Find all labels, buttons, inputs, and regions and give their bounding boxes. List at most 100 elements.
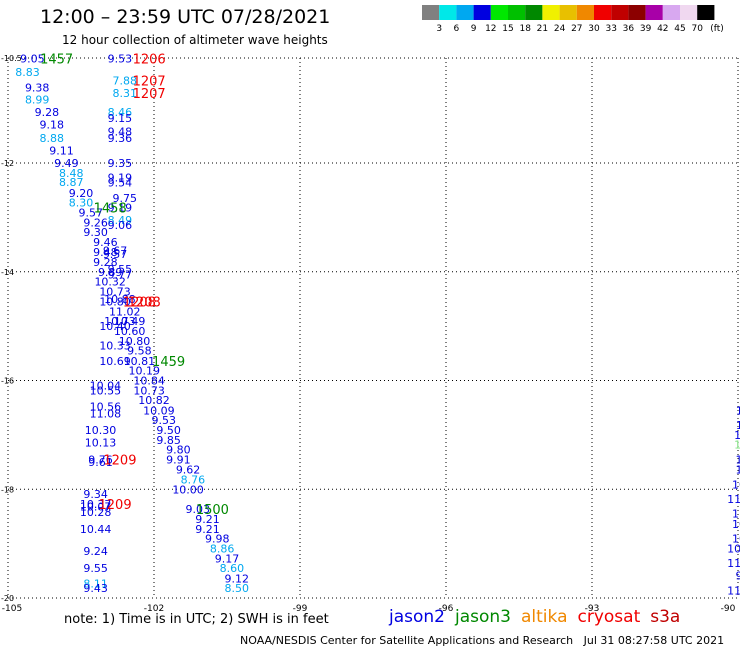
colorbar-tick-label: 18 [519, 24, 531, 34]
wave-height-point: 9.36 [108, 132, 133, 145]
wave-height-point: 10.56 [90, 401, 122, 414]
wave-height-point: 10.99 [732, 478, 740, 491]
colorbar-swatch [645, 5, 663, 20]
wave-height-point: 8.76 [181, 473, 206, 486]
wave-height-point: 7.88 [113, 74, 138, 87]
wave-height-point: 8.30 [69, 197, 94, 210]
colorbar-swatch [439, 5, 457, 20]
colorbar-tick-label: 6 [454, 24, 460, 34]
colorbar-tick-label: 42 [657, 24, 668, 34]
colorbar-tick-label: 45 [674, 24, 685, 34]
colorbar-swatch [662, 5, 680, 20]
x-tick-label: -90 [721, 604, 736, 614]
pass-time-label: 1208 [123, 296, 156, 311]
wave-height-point: 11.20 [727, 584, 740, 597]
x-tick-label: -93 [585, 604, 600, 614]
wave-height-point: 12. [734, 439, 740, 452]
pass-time-label: 1207 [133, 87, 166, 102]
colorbar-swatch [594, 5, 612, 20]
wave-height-point: 9.05 [20, 53, 45, 66]
colorbar-swatch [473, 5, 491, 20]
wave-height-point: 10.80 [119, 335, 151, 348]
colorbar-swatch [542, 5, 560, 20]
colorbar-unit-label: (ft) [710, 24, 724, 34]
colorbar-swatch [628, 5, 646, 20]
wave-height-point: 8.88 [40, 132, 65, 145]
colorbar-tick-label: 70 [691, 24, 703, 34]
wave-height-point: 9.11 [49, 144, 74, 157]
wave-height-point: 9.57 [103, 248, 128, 261]
chart-subtitle: 12 hour collection of altimeter wave hei… [62, 33, 328, 47]
credit-timestamp: Jul 31 08:27:58 UTC 2021 [583, 634, 725, 647]
chart-title: 12:00 – 23:59 UTC 07/28/2021 [40, 6, 331, 28]
colorbar-swatch [456, 5, 474, 20]
wave-height-point: 10.99 [732, 518, 740, 531]
wave-height-point: 9.55 [108, 263, 133, 276]
wave-height-point: 9.17 [215, 552, 240, 565]
y-tick-label: -10.5 [1, 54, 22, 63]
wave-height-point: 9.12 [224, 572, 249, 585]
wave-height-point: 9.43 [83, 582, 108, 595]
colorbar-swatch [697, 5, 715, 20]
y-tick-label: -12 [1, 159, 14, 168]
wave-height-point: 10.82 [138, 394, 170, 407]
colorbar-tick-label: 3 [436, 24, 442, 34]
wave-height-point: 9.28 [93, 256, 118, 269]
wave-height-point: 10.60 [114, 325, 146, 338]
wave-height-point: 9.20 [69, 187, 94, 200]
wave-height-point: 8.60 [220, 562, 245, 575]
wave-height-point: 10.32 [94, 276, 126, 289]
colorbar-swatch [680, 5, 698, 20]
wave-height-point: 9.03 [186, 503, 211, 516]
legend-entry-altika: altika [521, 607, 568, 627]
pass-time-label: 1459 [152, 355, 185, 370]
wave-height-point: 10.00 [172, 483, 204, 496]
wave-height-point: 10.37 [80, 498, 112, 511]
wave-height-point: 9.49 [54, 157, 79, 170]
wave-height-point: 9.48 [108, 126, 133, 139]
wave-height-point: 9.51 [735, 570, 740, 583]
y-tick-label: -16 [1, 377, 14, 386]
pass-time-label: 1209 [103, 453, 136, 468]
wave-height-point: 11.02 [109, 305, 141, 318]
wave-height-point: 9.19 [108, 172, 133, 185]
x-tick-label: -102 [144, 604, 164, 614]
colorbar-tick-label: 21 [537, 24, 548, 34]
wave-height-point: 10.07 [80, 501, 112, 514]
wave-height-point: 8.46 [108, 106, 133, 119]
colorbar-tick-label: 30 [588, 24, 600, 34]
wave-height-point: 9.67 [103, 245, 128, 258]
wave-height-point: 10.33 [99, 340, 131, 353]
colorbar-swatch [576, 5, 594, 20]
colorbar-tick-label: 15 [502, 24, 513, 34]
legend-entry-jason2: jason2 [389, 607, 445, 627]
colorbar-tick-label: 24 [554, 24, 566, 34]
colorbar-swatch [422, 5, 440, 20]
wave-height-point: 9.98 [205, 533, 230, 546]
wave-height-point: 10.80 [99, 296, 131, 309]
wave-height-point: 10.24 [727, 543, 740, 556]
credit-org: NOAA/NESDIS Center for Satellite Applica… [240, 634, 574, 647]
wave-height-point: 9.57 [78, 206, 103, 219]
wave-height-point: 9.15 [108, 112, 133, 125]
wave-height-point: 8.48 [59, 167, 84, 180]
wave-height-point: 11.08 [90, 408, 122, 421]
wave-height-point: 9.30 [83, 226, 108, 239]
y-tick-label: -14 [1, 268, 14, 277]
wave-height-point: 11.28 [727, 493, 740, 506]
satellite-legend: jason2 jason3 altika cryosat s3a [389, 607, 690, 627]
wave-height-point: 9.53 [151, 414, 176, 427]
wave-height-point: 9.21 [195, 523, 220, 536]
x-tick-label: -99 [293, 604, 308, 614]
wave-height-point: 10.09 [143, 404, 175, 417]
wave-height-point: 11.0 [735, 453, 740, 466]
y-tick-label: -18 [1, 485, 14, 494]
wave-height-point: 9.26 [83, 216, 108, 229]
wave-height-point: 10. [734, 429, 740, 442]
wave-height-point: 10.84 [133, 375, 165, 388]
x-tick-label: -96 [439, 604, 454, 614]
y-tick-label: -20 [1, 594, 14, 603]
wave-height-point: 9.85 [156, 434, 181, 447]
wave-height-point: 10.40 [99, 320, 131, 333]
